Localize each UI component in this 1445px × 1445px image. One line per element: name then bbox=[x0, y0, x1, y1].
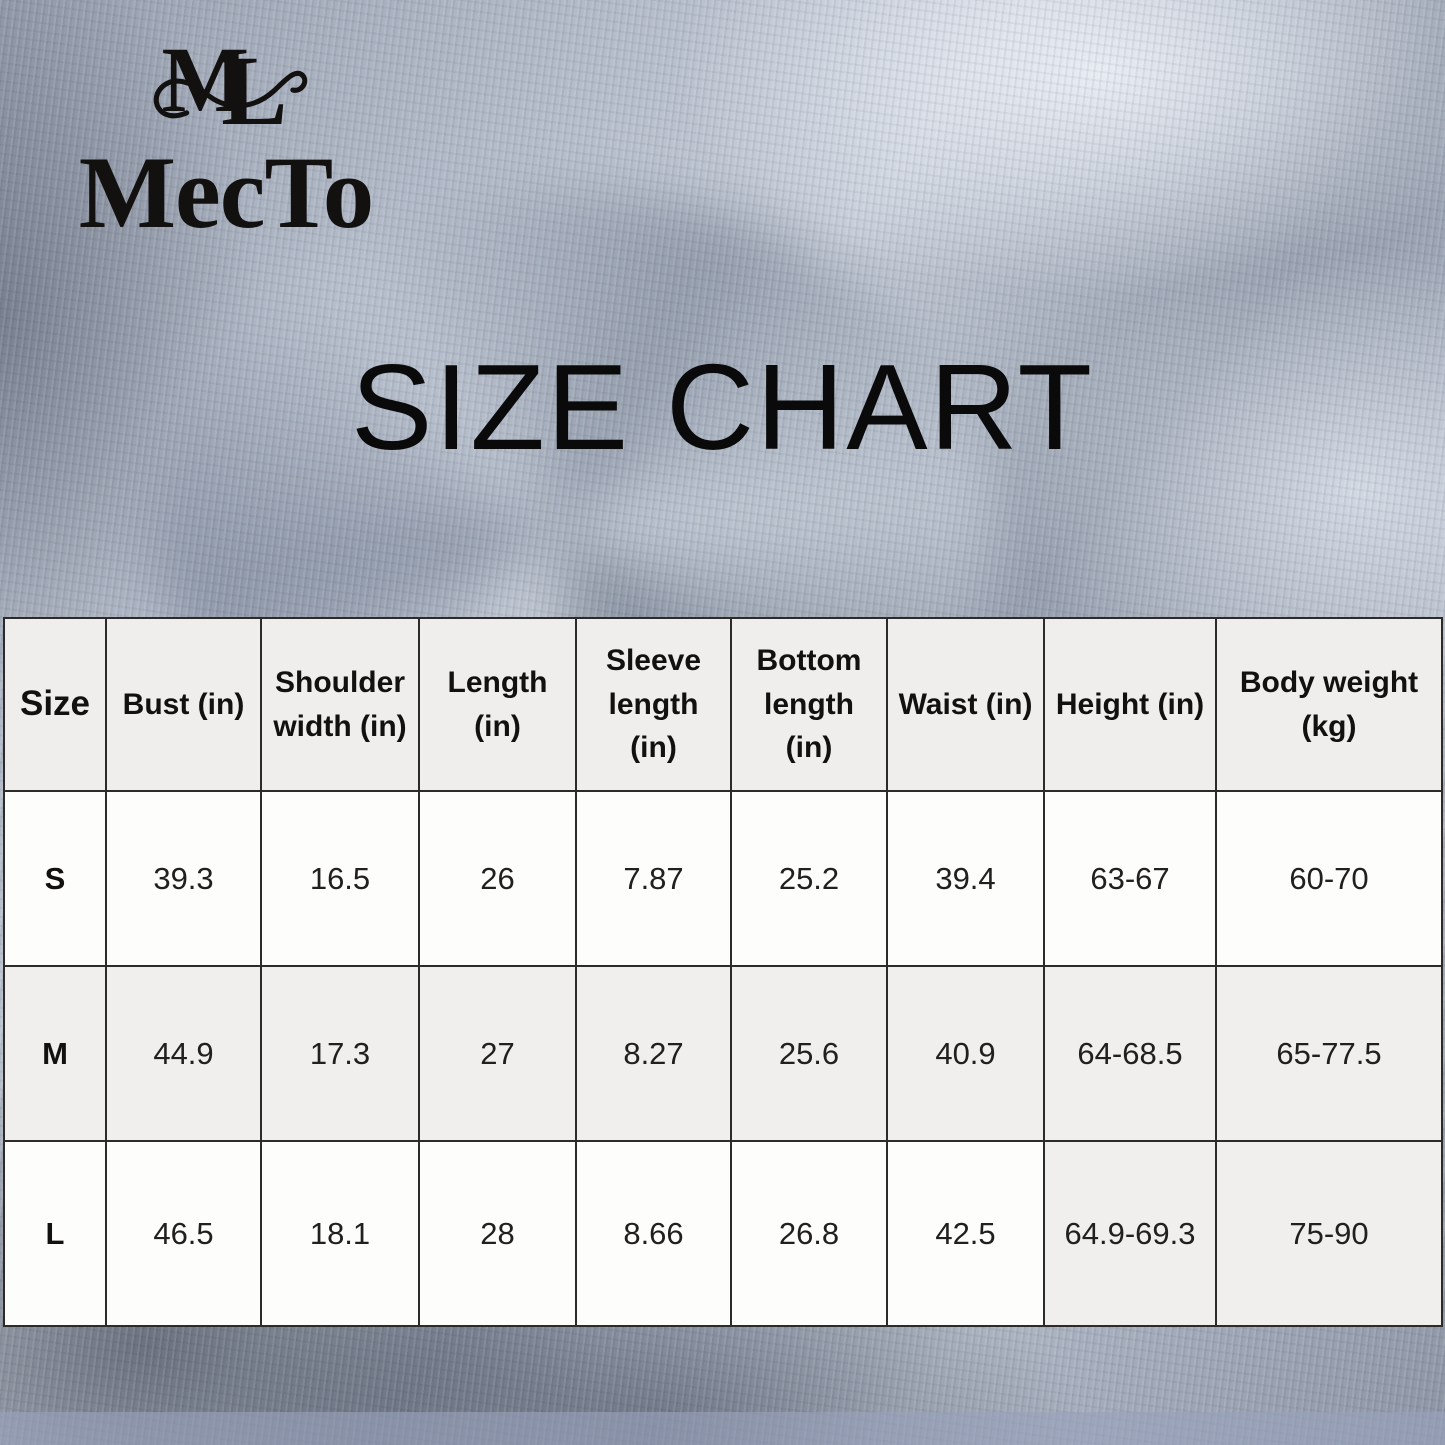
table-cell: 39.4 bbox=[886, 790, 1045, 967]
table-cell: 63-67 bbox=[1043, 790, 1217, 967]
table-cell: 18.1 bbox=[260, 1140, 420, 1327]
table-cell: 64-68.5 bbox=[1043, 965, 1217, 1142]
table-cell: 44.9 bbox=[105, 965, 262, 1142]
table-cell: 40.9 bbox=[886, 965, 1045, 1142]
table-cell: 28 bbox=[418, 1140, 577, 1327]
table-cell: 46.5 bbox=[105, 1140, 262, 1327]
table-cell: 8.66 bbox=[575, 1140, 732, 1327]
table-row-l: L 46.5 18.1 28 8.66 26.8 42.5 64.9-69.3 … bbox=[3, 1140, 1443, 1327]
size-table: Size Bust (in) Shoulder width (in) Lengt… bbox=[3, 617, 1443, 1327]
row-label-m: M bbox=[3, 965, 107, 1142]
header-row: Size Bust (in) Shoulder width (in) Lengt… bbox=[3, 617, 1443, 792]
table-cell: 17.3 bbox=[260, 965, 420, 1142]
table-cell: 16.5 bbox=[260, 790, 420, 967]
table-row-m: M 44.9 17.3 27 8.27 25.6 40.9 64-68.5 65… bbox=[3, 965, 1443, 1142]
table-cell: 27 bbox=[418, 965, 577, 1142]
table-cell: 65-77.5 bbox=[1215, 965, 1443, 1142]
col-header-size: Size bbox=[3, 617, 107, 792]
col-header-height: Height (in) bbox=[1043, 617, 1217, 792]
table-cell: 39.3 bbox=[105, 790, 262, 967]
row-label-s: S bbox=[3, 790, 107, 967]
table-cell: 25.6 bbox=[730, 965, 888, 1142]
col-header-bottom-length: Bottom length (in) bbox=[730, 617, 888, 792]
monogram-swash bbox=[153, 70, 308, 119]
table-cell: 64.9-69.3 bbox=[1043, 1140, 1217, 1327]
table-cell: 26.8 bbox=[730, 1140, 888, 1327]
table-cell: 42.5 bbox=[886, 1140, 1045, 1327]
table-cell: 25.2 bbox=[730, 790, 888, 967]
brand-logo: M L MecTo bbox=[58, 20, 394, 245]
col-header-shoulder-width: Shoulder width (in) bbox=[260, 617, 420, 792]
table-cell: 8.27 bbox=[575, 965, 732, 1142]
col-header-waist: Waist (in) bbox=[886, 617, 1045, 792]
table-cell: 7.87 bbox=[575, 790, 732, 967]
table-cell: 26 bbox=[418, 790, 577, 967]
table-cell: 60-70 bbox=[1215, 790, 1443, 967]
row-label-l: L bbox=[3, 1140, 107, 1327]
bottom-accent-strip bbox=[0, 1412, 1445, 1445]
col-header-bust: Bust (in) bbox=[105, 617, 262, 792]
col-header-body-weight: Body weight (kg) bbox=[1215, 617, 1443, 792]
brand-name: MecTo bbox=[78, 136, 374, 250]
ml-monogram-icon: M L bbox=[153, 29, 308, 138]
table-cell: 75-90 bbox=[1215, 1140, 1443, 1327]
col-header-sleeve-length: Sleeve length (in) bbox=[575, 617, 732, 792]
page-title: SIZE CHART bbox=[350, 339, 1095, 475]
table-row-s: S 39.3 16.5 26 7.87 25.2 39.4 63-67 60-7… bbox=[3, 790, 1443, 967]
col-header-length: Length (in) bbox=[418, 617, 577, 792]
